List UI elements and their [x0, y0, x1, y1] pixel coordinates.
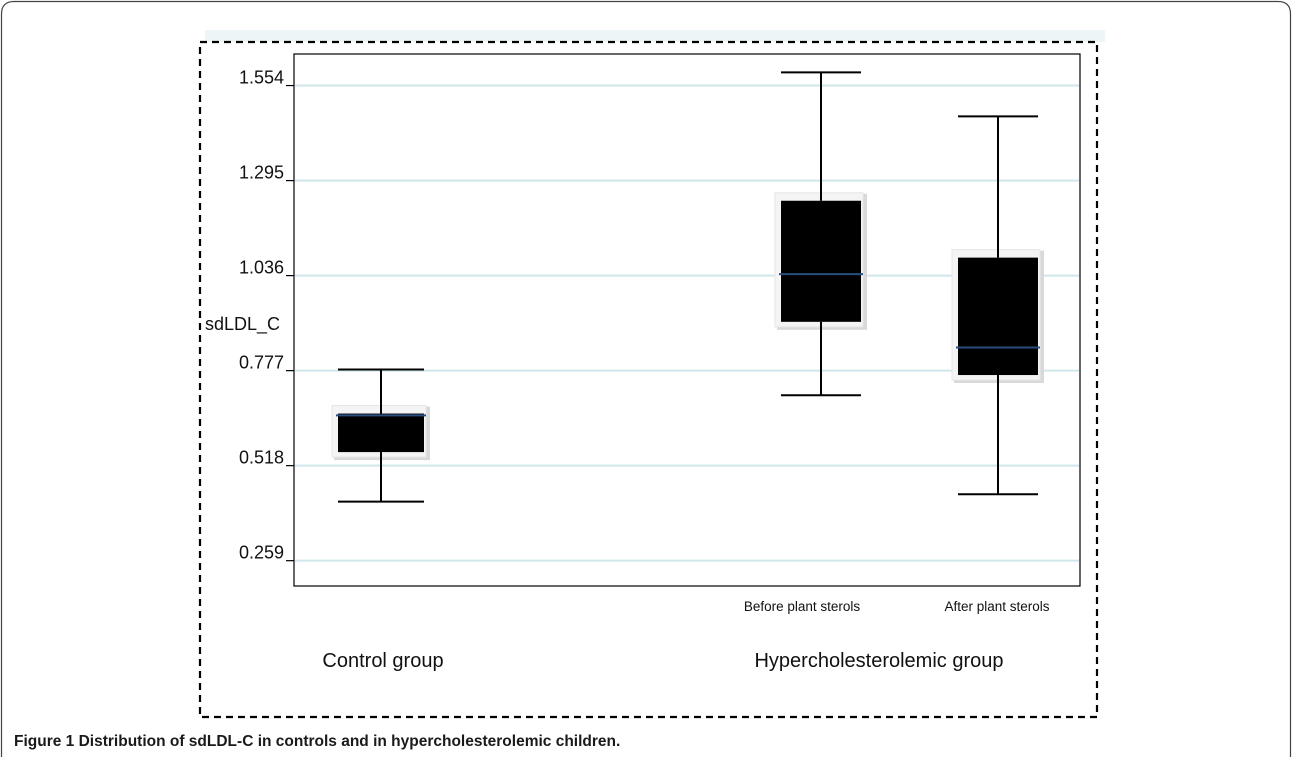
- boxes: [331, 71, 1044, 503]
- tick-label: 0.259: [239, 543, 284, 563]
- box-group: [774, 71, 867, 397]
- box-body: [958, 257, 1038, 376]
- tick-label: 1.295: [239, 163, 284, 183]
- top-band: [205, 30, 1105, 42]
- box-group: [951, 115, 1044, 496]
- figure-caption: Figure 1 Distribution of sdLDL-C in cont…: [14, 733, 620, 751]
- box-body: [781, 200, 861, 322]
- caption-text: Distribution of sdLDL-C in controls and …: [78, 733, 621, 750]
- tick-label: 0.518: [239, 448, 284, 468]
- box-body: [338, 413, 424, 453]
- plot-area: [293, 53, 1081, 587]
- tick-label: 1.554: [239, 68, 284, 88]
- tick-label: 0.777: [239, 353, 284, 373]
- box-group: [331, 368, 430, 503]
- category-label-after: After plant sterols: [944, 599, 1049, 614]
- group-label-hyper: Hypercholesterolemic group: [754, 650, 1003, 672]
- tick-label: 1.036: [239, 258, 284, 278]
- group-label-control: Control group: [322, 650, 443, 672]
- y-axis-ticks: 0.259 0.518 0.777 1.036 1.295 1.554: [239, 68, 294, 563]
- grid-lines: [295, 84, 1079, 562]
- category-label-before: Before plant sterols: [744, 599, 861, 614]
- dashed-box: [198, 40, 1099, 719]
- y-axis-label: sdLDL_C: [205, 314, 280, 335]
- caption-label: Figure 1: [14, 733, 75, 750]
